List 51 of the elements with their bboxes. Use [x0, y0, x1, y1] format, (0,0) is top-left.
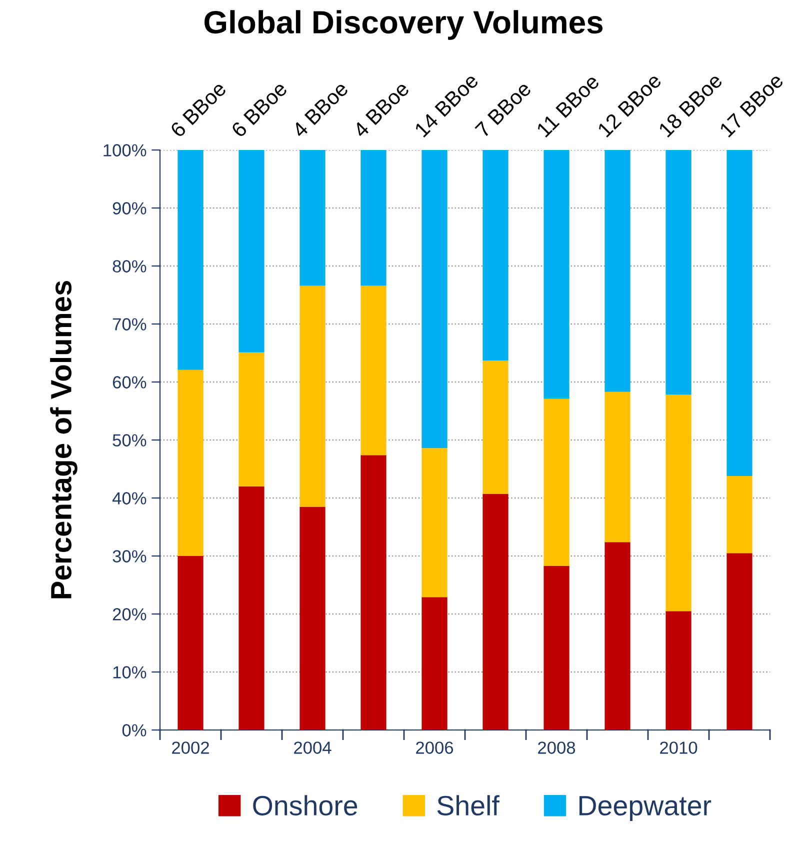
bar [422, 150, 448, 448]
bar [482, 494, 508, 730]
bar [482, 360, 508, 494]
bar [178, 150, 204, 370]
bar [726, 553, 752, 730]
y-axis-title: Percentage of Volumes [50, 280, 78, 598]
bar [238, 352, 264, 486]
y-tick-label: 30% [112, 550, 146, 562]
x-tick-label: 2010 [660, 742, 698, 754]
bar [544, 398, 570, 566]
bar [482, 150, 508, 361]
y-tick-label: 70% [112, 318, 146, 330]
bar [726, 476, 752, 554]
bar [178, 556, 204, 730]
y-tick-label: 100% [104, 144, 146, 156]
y-tick-label: 80% [112, 260, 146, 272]
y-tick-label: 40% [112, 492, 146, 504]
bar [422, 448, 448, 598]
bar [544, 566, 570, 730]
y-tick-label: 90% [112, 202, 146, 214]
bar [300, 506, 326, 730]
bar [422, 597, 448, 730]
legend-label: Deepwater [579, 796, 712, 821]
bar [360, 150, 386, 286]
bar [238, 150, 264, 352]
bar [300, 286, 326, 507]
bar [300, 150, 326, 286]
bar [238, 486, 264, 730]
bar [360, 286, 386, 456]
x-tick-label: 2002 [172, 742, 209, 754]
y-tick-label: 10% [113, 666, 146, 678]
bar [178, 370, 204, 556]
x-tick-label: 2006 [416, 742, 454, 754]
chart-title: Global Discovery Volumes [204, 10, 603, 40]
bar [666, 611, 692, 730]
bar [666, 394, 692, 612]
legend-label: Onshore [253, 795, 358, 816]
bar [604, 542, 630, 730]
bar [360, 455, 386, 730]
x-tick-label: 2004 [294, 742, 332, 754]
y-tick-label: 20% [112, 608, 146, 620]
x-tick-label: 2008 [538, 742, 576, 754]
bar [726, 150, 752, 476]
y-tick-label: 50% [112, 434, 146, 446]
y-tick-label: 60% [112, 376, 146, 388]
bar [604, 392, 630, 542]
bar [604, 150, 630, 392]
y-tick-label: 0% [122, 724, 146, 736]
legend-label: Shelf [437, 795, 500, 816]
bar [666, 150, 692, 395]
bar [544, 150, 570, 399]
